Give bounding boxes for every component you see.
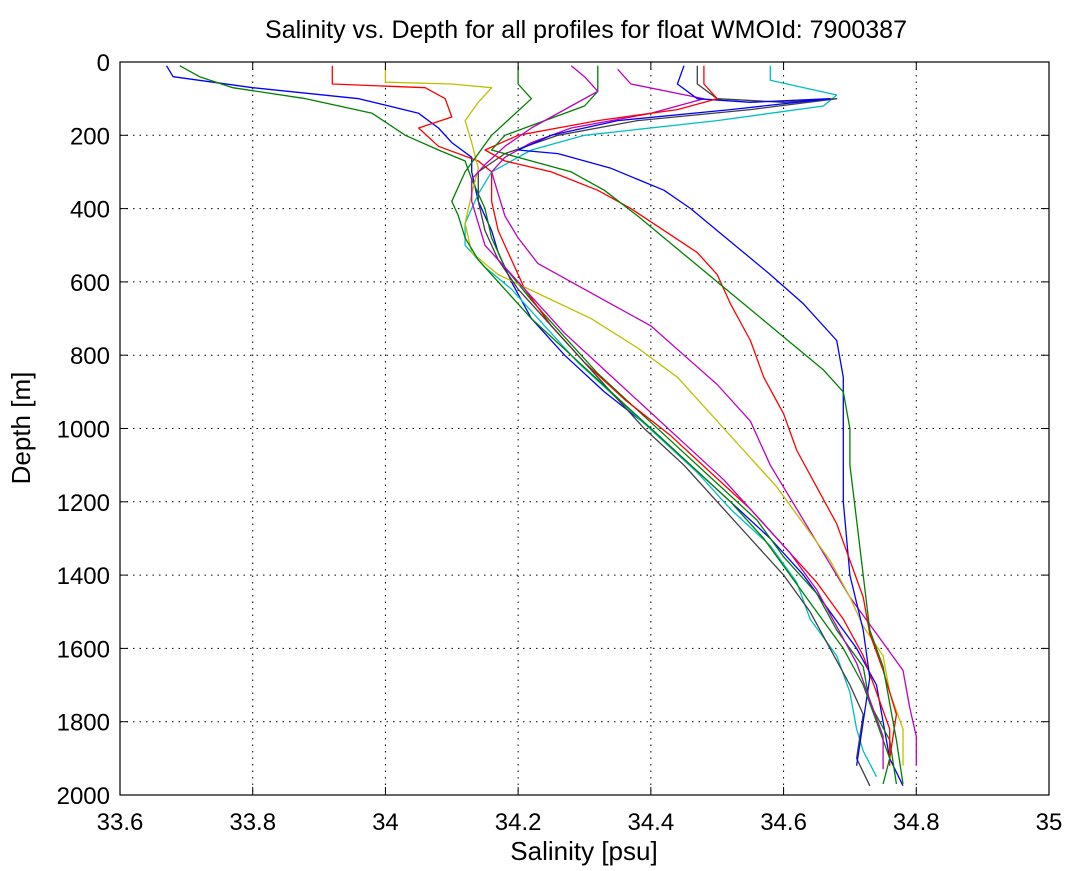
x-tick-label: 35 (1036, 809, 1063, 836)
profile-line-12 (471, 65, 884, 770)
x-tick-label: 33.6 (97, 809, 144, 836)
profile-line-8 (517, 65, 871, 766)
y-tick-label: 1200 (57, 490, 110, 517)
profile-line-7 (477, 65, 871, 787)
y-tick-label: 400 (70, 197, 110, 224)
grid-lines (120, 62, 1049, 795)
y-tick-label: 600 (70, 270, 110, 297)
x-tick-label: 34.2 (495, 809, 542, 836)
x-tick-label: 34 (372, 809, 399, 836)
profile-line-3 (331, 65, 891, 766)
x-axis-label: Salinity [psu] (510, 836, 657, 866)
y-axis-label: Depth [m] (6, 372, 36, 485)
x-tick-label: 34.8 (893, 809, 940, 836)
profile-line-9 (484, 65, 898, 759)
y-tick-label: 1400 (57, 563, 110, 590)
y-tick-label: 200 (70, 123, 110, 150)
y-tick-label: 1800 (57, 710, 110, 737)
x-tick-label: 34.4 (627, 809, 674, 836)
profile-line-6 (384, 65, 904, 766)
profile-line-11 (451, 65, 891, 785)
x-tick-label: 33.8 (229, 809, 276, 836)
profile-line-10 (490, 65, 904, 785)
x-ticks: 33.6 33.8 34 34.2 34.4 34.6 34.8 35 (97, 62, 1063, 836)
y-tick-label: 0 (97, 50, 110, 77)
y-tick-label: 2000 (57, 783, 110, 810)
profile-line-2 (179, 65, 898, 785)
y-tick-label: 800 (70, 343, 110, 370)
y-ticks: 0 200 400 600 800 1000 1200 1400 1600 1800 2000 (57, 50, 1049, 810)
x-tick-label: 34.6 (760, 809, 807, 836)
chart-title: Salinity vs. Depth for all profiles for … (265, 16, 907, 44)
series-lines (165, 65, 917, 787)
y-tick-label: 1000 (57, 417, 110, 444)
y-tick-label: 1600 (57, 636, 110, 663)
